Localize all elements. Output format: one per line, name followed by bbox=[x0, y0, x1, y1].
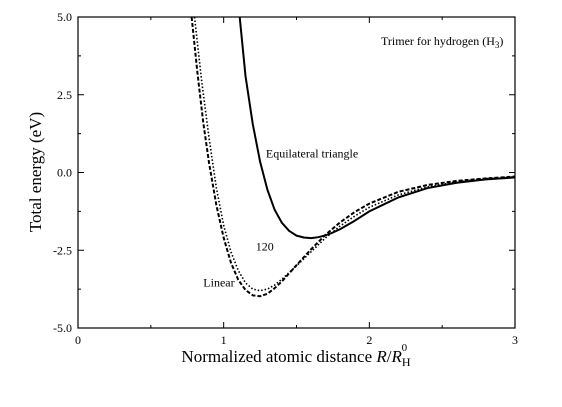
series-line-equilateral bbox=[238, 17, 515, 240]
chart-title-annotation: Trimer for hydrogen (H3) bbox=[381, 34, 503, 50]
y-tick-label: -2.5 bbox=[53, 243, 72, 257]
x-axis-label-var-r: R bbox=[375, 347, 387, 366]
x-tick-label: 3 bbox=[512, 333, 518, 347]
x-tick-label: 2 bbox=[366, 333, 372, 347]
x-axis-label-sub: H bbox=[402, 355, 411, 369]
x-axis-label-main: Normalized atomic distance bbox=[181, 347, 376, 366]
series-line-linear bbox=[190, 17, 515, 298]
x-axis-label-var-rh: R bbox=[391, 347, 403, 366]
title-annotation-main: Trimer for hydrogen (H bbox=[381, 34, 495, 48]
angle-120-label: 120 bbox=[256, 239, 274, 253]
x-tick-label: 1 bbox=[221, 333, 227, 347]
equilateral-triangle-label: Equilateral triangle bbox=[266, 147, 358, 161]
y-tick-label: -5.0 bbox=[53, 321, 72, 335]
title-annotation-end: ) bbox=[499, 34, 503, 48]
linear-label: Linear bbox=[203, 275, 234, 289]
series-layer bbox=[190, 17, 515, 298]
y-tick-label: 0.0 bbox=[57, 166, 72, 180]
x-axis-label-slash: / bbox=[387, 347, 392, 366]
plot-frame bbox=[77, 16, 516, 329]
series-line-angle120 bbox=[193, 17, 515, 292]
x-axis-label-sup: 0 bbox=[402, 342, 408, 354]
x-tick-label: 0 bbox=[75, 333, 81, 347]
title-annotation-sub: 3 bbox=[495, 40, 500, 50]
y-axis-label: Total energy (eV) bbox=[26, 112, 45, 232]
y-tick-label: 2.5 bbox=[57, 88, 72, 102]
y-tick-label: 5.0 bbox=[57, 10, 72, 24]
tick-layer: 0 1 2 3 5.0 2.5 0.0 -2.5 -5.0 bbox=[53, 10, 518, 347]
x-axis-label: Normalized atomic distance R/RH0 bbox=[181, 342, 410, 369]
